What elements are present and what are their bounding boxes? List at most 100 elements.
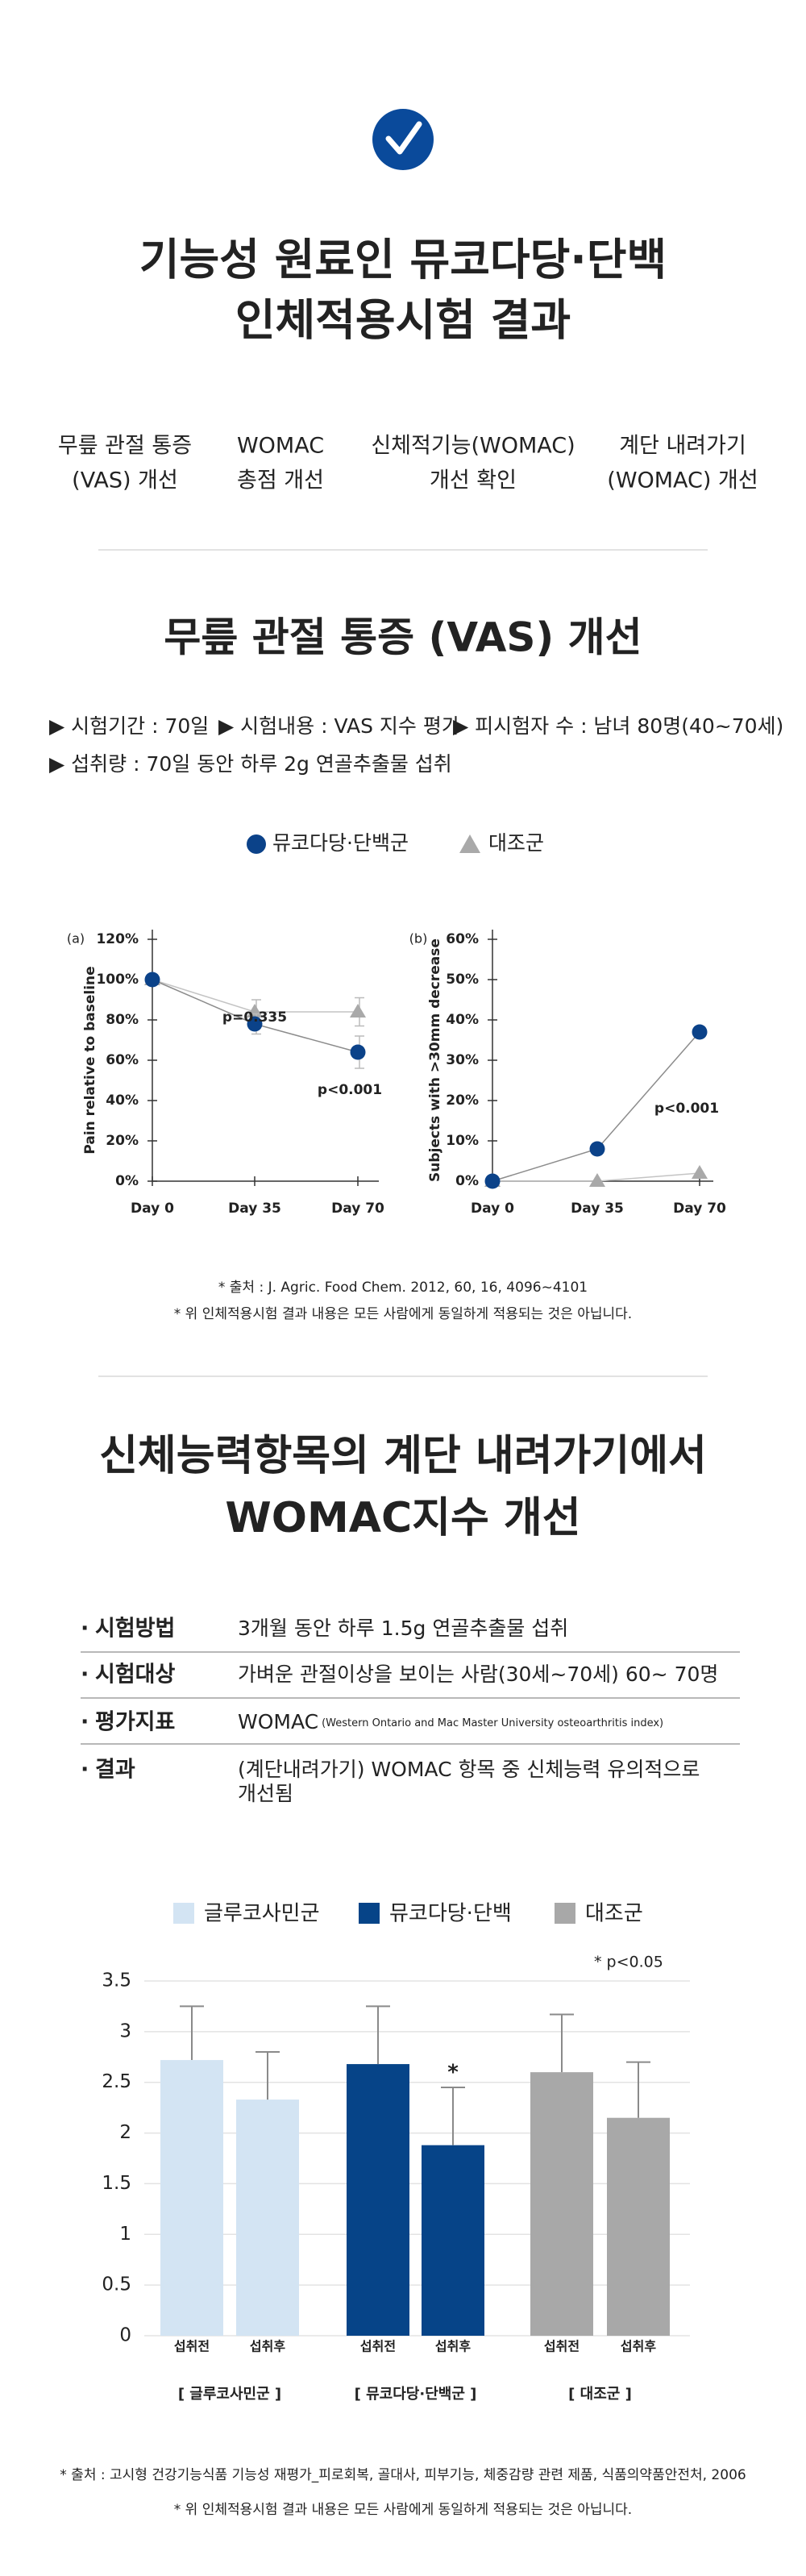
bar xyxy=(160,2060,223,2336)
row-label: 결과 xyxy=(95,1758,135,1783)
feature-text: (VAS) 개선 xyxy=(72,468,178,493)
legend-label: 대조군 xyxy=(488,831,544,855)
page-title: 기능성 원료인 뮤코다당·단백 xyxy=(139,235,667,285)
data-marker xyxy=(692,1165,708,1179)
y-tick-label: 3 xyxy=(119,2020,131,2041)
panel-label: (a) xyxy=(67,931,85,947)
data-marker xyxy=(350,1004,366,1017)
bullet: ▶ 시험기간 : 70일 xyxy=(49,714,209,738)
error-bar xyxy=(180,2005,204,2061)
row-label: 시험대상 xyxy=(95,1663,176,1688)
row-label: 시험방법 xyxy=(95,1617,175,1642)
significance-star: * xyxy=(447,2061,459,2085)
x-tick-label: 섭취후 xyxy=(435,2339,471,2354)
group-label: [ 뮤코다당·단백군 ] xyxy=(355,2386,477,2403)
page-title: 인체적용시험 결과 xyxy=(235,295,571,346)
y-tick-label: 60% xyxy=(446,931,479,947)
bullet-dot: · xyxy=(81,1617,89,1642)
bullet: ▶ 시험내용 : VAS 지수 평가 xyxy=(218,714,460,738)
legend-label: 글루코사민군 xyxy=(204,1902,320,1926)
feature-text: WOMAC xyxy=(237,434,324,459)
y-tick-label: 0 xyxy=(119,2325,131,2346)
row-value: (계단내려가기) WOMAC 항목 중 신체능력 유의적으로 xyxy=(238,1758,700,1781)
x-tick-label: Day 70 xyxy=(673,1201,726,1217)
bar xyxy=(422,2145,484,2336)
error-bar xyxy=(550,2013,574,2073)
bar xyxy=(530,2072,593,2336)
panel-label: (b) xyxy=(409,931,428,947)
y-tick-label: 2.5 xyxy=(102,2071,131,2092)
x-tick-label: Day 0 xyxy=(131,1201,174,1217)
annotation: p<0.001 xyxy=(318,1082,382,1098)
y-tick-label: 80% xyxy=(106,1012,139,1028)
bar xyxy=(607,2117,670,2336)
x-tick-label: Day 35 xyxy=(228,1201,281,1217)
x-tick-label: 섭취전 xyxy=(360,2339,396,2354)
data-marker xyxy=(350,1044,366,1060)
note: * 위 인체적용시험 결과 내용은 모든 사람에게 동일하게 적용되는 것은 아… xyxy=(174,2502,632,2518)
error-bar xyxy=(366,2005,390,2065)
x-tick-label: 섭취전 xyxy=(174,2339,210,2354)
row-value: 3개월 동안 하루 1.5g 연골추출물 섭취 xyxy=(238,1617,568,1640)
feature-text: 계단 내려가기 xyxy=(619,434,746,459)
y-axis-title: Subjects with >30mm decrease xyxy=(427,938,443,1182)
y-tick-label: 10% xyxy=(446,1133,479,1149)
data-marker xyxy=(692,1024,708,1040)
y-tick-label: 0% xyxy=(115,1173,139,1189)
bar xyxy=(236,2100,299,2336)
row-value: 가벼운 관절이상을 보이는 사람(30세~70세) 60~ 70명 xyxy=(238,1663,718,1686)
row-label: 평가지표 xyxy=(95,1710,175,1735)
x-tick-label: Day 0 xyxy=(471,1201,514,1217)
bullet: ▶ 섭취량 : 70일 동안 하루 2g 연골추출물 섭취 xyxy=(49,752,452,776)
x-tick-label: 섭취전 xyxy=(544,2339,580,2354)
y-tick-label: 1 xyxy=(119,2224,131,2245)
y-tick-label: 20% xyxy=(106,1133,139,1149)
legend-label: 뮤코다당·단백군 xyxy=(272,831,409,855)
legend-swatch xyxy=(173,1903,194,1924)
feature-text: 총점 개선 xyxy=(237,468,324,493)
bullet-dot: · xyxy=(81,1758,89,1783)
error-bar xyxy=(626,2061,650,2118)
feature-text: 개선 확인 xyxy=(430,468,517,493)
error-bar xyxy=(256,2051,280,2100)
legend-marker xyxy=(247,834,266,854)
data-marker xyxy=(484,1173,501,1189)
legend-swatch xyxy=(555,1903,575,1924)
annotation: p=0.335 xyxy=(222,1009,287,1026)
row-value-main: WOMAC xyxy=(238,1710,318,1733)
x-tick-label: 섭취후 xyxy=(621,2339,656,2354)
bullet-dot: · xyxy=(81,1663,89,1688)
y-tick-label: 60% xyxy=(106,1052,139,1068)
section-title: 신체능력항목의 계단 내려가기에서 xyxy=(99,1432,707,1480)
x-tick-label: Day 70 xyxy=(331,1201,384,1217)
section-title: WOMAC지수 개선 xyxy=(225,1494,580,1542)
y-tick-label: 40% xyxy=(106,1092,139,1109)
bullet-dot: · xyxy=(81,1710,89,1735)
legend-label: 대조군 xyxy=(585,1902,643,1926)
source: * 출처 : J. Agric. Food Chem. 2012, 60, 16… xyxy=(218,1280,588,1296)
y-axis-title: Pain relative to baseline xyxy=(82,966,98,1154)
feature-text: (WOMAC) 개선 xyxy=(607,468,758,493)
significance-note: * p<0.05 xyxy=(594,1954,663,1971)
y-tick-label: 100% xyxy=(96,972,139,988)
feature-text: 무릎 관절 통증 xyxy=(58,434,192,459)
y-tick-label: 20% xyxy=(446,1092,479,1109)
data-marker xyxy=(144,972,160,988)
group-label: [ 대조군 ] xyxy=(568,2386,632,2403)
check-icon xyxy=(372,109,434,170)
row-value: 개선됨 xyxy=(238,1782,293,1805)
section-title: 무릎 관절 통증 (VAS) 개선 xyxy=(164,614,642,661)
legend-swatch xyxy=(359,1903,380,1924)
error-bar xyxy=(441,2087,465,2145)
y-tick-label: 0% xyxy=(455,1173,479,1189)
bullet: ▶ 피시험자 수 : 남녀 80명(40~70세) xyxy=(453,714,783,738)
y-tick-label: 40% xyxy=(446,1012,479,1028)
y-tick-label: 30% xyxy=(446,1052,479,1068)
y-tick-label: 120% xyxy=(96,931,139,947)
row-value: WOMAC (Western Ontario and Mac Master Uni… xyxy=(238,1710,663,1733)
y-tick-label: 1.5 xyxy=(102,2173,131,2194)
y-tick-label: 2 xyxy=(119,2122,131,2143)
check-mark xyxy=(385,121,422,155)
